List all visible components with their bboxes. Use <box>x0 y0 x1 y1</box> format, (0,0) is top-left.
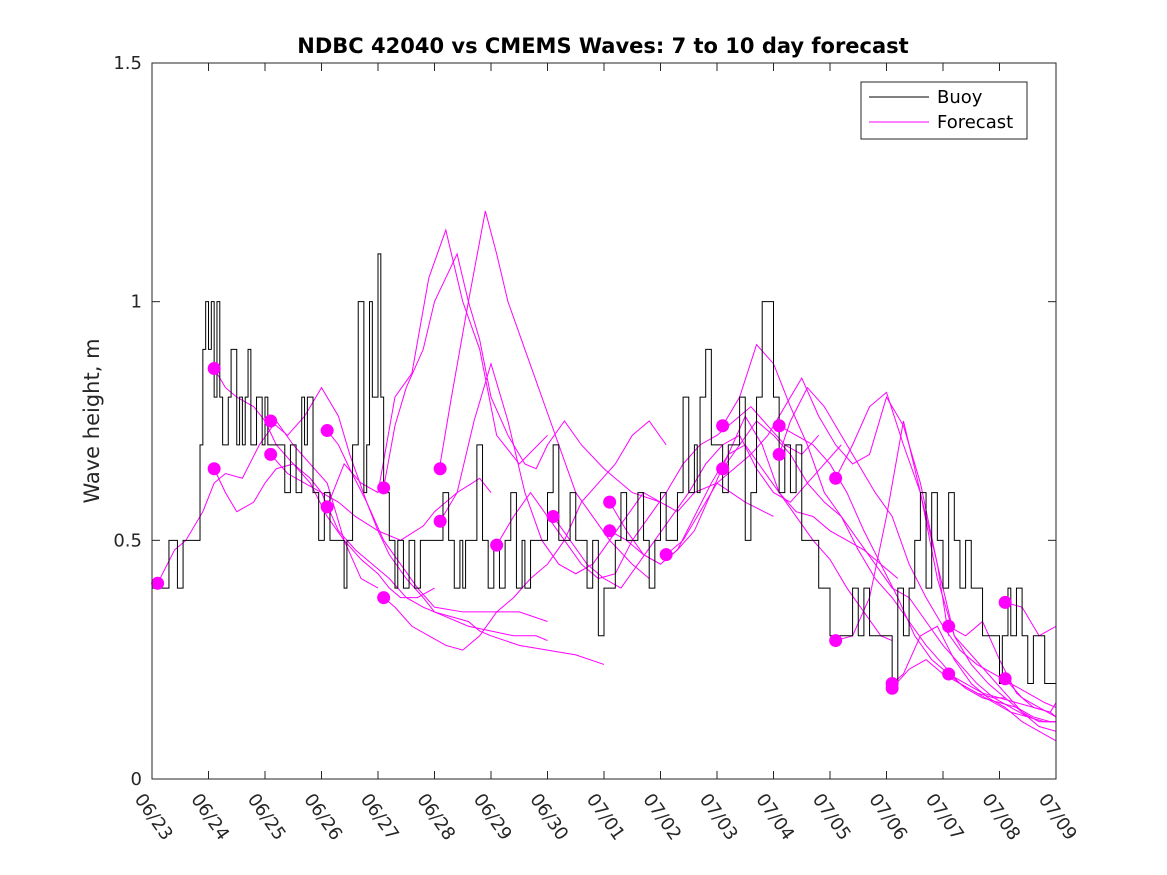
plot-area <box>151 210 1056 742</box>
x-tick-label: 06/24 <box>186 790 233 845</box>
forecast-start-point <box>716 419 730 433</box>
forecast-start-point <box>829 634 843 648</box>
x-tick-label: 06/27 <box>356 790 403 845</box>
forecast-run-line <box>1005 601 1056 637</box>
forecast-start-point <box>320 424 334 438</box>
x-tick-label: 06/23 <box>130 790 177 845</box>
forecast-start-point <box>885 681 899 695</box>
forecast-start-point <box>433 514 447 528</box>
forecast-run-line <box>778 386 1056 708</box>
forecast-run-line <box>326 228 548 508</box>
buoy-line <box>152 253 1056 685</box>
forecast-start-point <box>772 419 786 433</box>
y-tick-label: 0 <box>131 769 142 790</box>
forecast-run-line <box>157 420 379 589</box>
forecast-start-point <box>659 548 673 562</box>
legend: Buoy Forecast <box>860 81 1028 140</box>
forecast-run-line <box>270 386 548 622</box>
forecast-start-point <box>603 524 617 538</box>
forecast-run-line <box>835 420 1056 723</box>
forecast-run-line <box>891 625 1056 742</box>
forecast-start-point <box>320 500 334 514</box>
forecast-start-point <box>998 672 1012 686</box>
forecast-start-point <box>942 619 956 633</box>
x-tick-label: 07/04 <box>751 790 798 845</box>
y-tick-label: 1 <box>131 292 142 313</box>
forecast-start-point <box>207 462 221 476</box>
x-tick-label: 07/06 <box>864 790 911 845</box>
forecast-series <box>157 210 1056 742</box>
x-tick-label: 07/03 <box>695 790 742 845</box>
x-tick-label: 07/09 <box>1034 790 1081 845</box>
forecast-run-line <box>383 252 661 503</box>
x-tick-label: 07/01 <box>582 790 629 845</box>
forecast-start-point <box>772 447 786 461</box>
axes-box <box>151 62 1057 780</box>
y-tick-label: 1.5 <box>113 53 142 74</box>
forecast-start-point <box>998 595 1012 609</box>
x-tick-label: 06/28 <box>412 790 459 845</box>
forecast-start-point <box>603 495 617 509</box>
y-tick-label: 0.5 <box>113 530 142 551</box>
y-axis-label: Wave height, m <box>80 338 104 503</box>
forecast-run-line <box>778 425 1056 723</box>
forecast-run-line <box>891 659 1056 723</box>
x-tick-label: 06/30 <box>525 790 572 845</box>
forecast-start-point <box>377 591 391 605</box>
forecast-run-line <box>439 210 650 579</box>
forecast-start-point <box>490 538 504 552</box>
forecast-start-point <box>264 447 278 461</box>
forecast-start-point <box>546 509 560 523</box>
forecast-run-line <box>835 391 1056 732</box>
forecast-start-point <box>264 414 278 428</box>
forecast-start-point <box>716 462 730 476</box>
forecast-run-line <box>948 673 1056 718</box>
forecast-start-point <box>377 481 391 495</box>
forecast-run-line <box>609 444 893 642</box>
x-tick-label: 07/07 <box>921 790 968 845</box>
chart-title: NDBC 42040 vs CMEMS Waves: 7 to 10 day f… <box>297 34 908 58</box>
forecast-start-point <box>942 667 956 681</box>
buoy-series <box>152 253 1056 685</box>
forecast-run-line <box>1004 678 1056 718</box>
forecast-start-point <box>151 576 165 590</box>
x-tick-label: 06/26 <box>299 790 346 845</box>
forecast-start-markers <box>151 361 1012 695</box>
x-tick-label: 07/08 <box>977 790 1024 845</box>
forecast-start-point <box>207 361 221 375</box>
forecast-start-point <box>829 471 843 485</box>
forecast-run-line <box>722 420 1028 718</box>
x-tick-label: 06/25 <box>243 790 290 845</box>
x-tick-label: 07/05 <box>808 790 855 845</box>
forecast-run-line <box>383 420 667 651</box>
forecast-run-line <box>326 430 605 665</box>
x-tick-label: 06/29 <box>469 790 516 845</box>
y-axis-ticks: 0 0.5 1 1.5 <box>113 53 1056 790</box>
legend-box <box>860 81 1028 140</box>
forecast-run-line <box>665 376 950 636</box>
x-tick-label: 07/02 <box>638 790 685 845</box>
legend-buoy-label: Buoy <box>937 87 983 108</box>
forecast-start-point <box>433 462 447 476</box>
legend-forecast-label: Forecast <box>937 112 1013 133</box>
